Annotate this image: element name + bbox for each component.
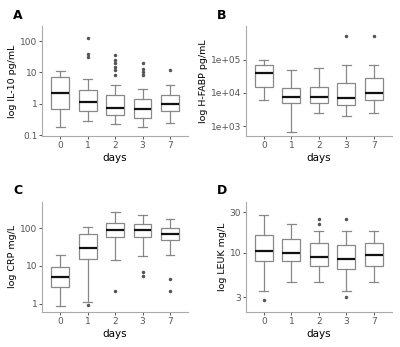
PathPatch shape: [255, 236, 273, 261]
Y-axis label: log LEUK mg/L: log LEUK mg/L: [218, 223, 227, 291]
PathPatch shape: [106, 95, 124, 115]
PathPatch shape: [134, 99, 152, 118]
PathPatch shape: [161, 95, 179, 111]
PathPatch shape: [255, 65, 273, 87]
Text: C: C: [13, 184, 22, 197]
PathPatch shape: [134, 224, 152, 237]
X-axis label: days: days: [306, 153, 331, 163]
PathPatch shape: [51, 267, 69, 287]
PathPatch shape: [282, 239, 300, 261]
PathPatch shape: [51, 77, 69, 109]
PathPatch shape: [310, 87, 328, 103]
PathPatch shape: [365, 78, 383, 100]
PathPatch shape: [365, 243, 383, 266]
PathPatch shape: [161, 228, 179, 239]
PathPatch shape: [79, 90, 96, 111]
PathPatch shape: [106, 223, 124, 237]
Y-axis label: log CRP mg/L: log CRP mg/L: [8, 225, 17, 288]
Text: B: B: [217, 9, 226, 22]
X-axis label: days: days: [306, 329, 331, 339]
Text: D: D: [217, 184, 227, 197]
PathPatch shape: [310, 243, 328, 266]
PathPatch shape: [337, 83, 355, 104]
Text: A: A: [13, 9, 23, 22]
X-axis label: days: days: [103, 329, 127, 339]
PathPatch shape: [79, 234, 96, 259]
PathPatch shape: [337, 245, 355, 269]
X-axis label: days: days: [103, 153, 127, 163]
Y-axis label: log H-FABP pg/mL: log H-FABP pg/mL: [199, 40, 208, 123]
Y-axis label: log IL-10 pg/mL: log IL-10 pg/mL: [8, 45, 17, 118]
PathPatch shape: [282, 88, 300, 103]
